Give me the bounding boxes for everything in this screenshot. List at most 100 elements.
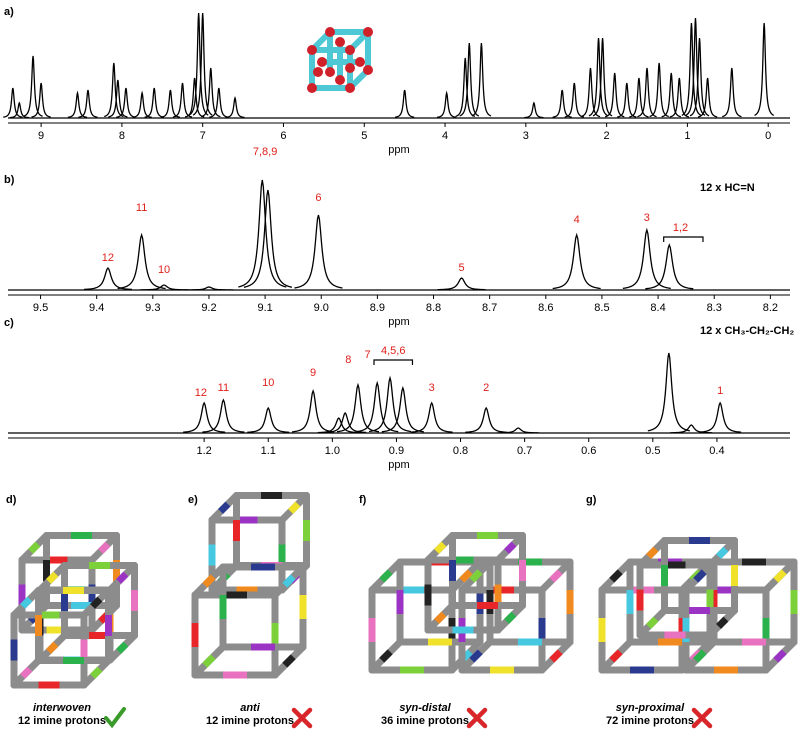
spectrum-peak	[670, 424, 713, 434]
spectrum-peak	[754, 22, 775, 116]
spectrum-peak	[669, 77, 690, 118]
peak-label: 3	[644, 212, 650, 224]
molecule-render	[307, 27, 373, 93]
spectrum-peak	[83, 266, 132, 291]
x-tick-label: 3	[523, 130, 529, 142]
x-tick-label: 0.6	[581, 445, 596, 457]
spectrum-peak	[394, 89, 415, 118]
spectrum-peak	[200, 67, 221, 118]
x-tick-label: 8	[119, 130, 125, 142]
cage-render	[10, 532, 138, 689]
cage-linker	[20, 596, 33, 609]
panel-label: b)	[4, 174, 15, 186]
spectrum-peak	[31, 82, 51, 118]
spectrum-peak	[23, 55, 43, 117]
spectrum-peak	[183, 401, 226, 433]
cage-caption: 36 imine protons	[381, 715, 469, 727]
x-tick-label: 9.2	[201, 302, 216, 314]
spectrum-peak	[209, 87, 229, 118]
spectrum-peak	[9, 101, 29, 119]
spectrum-peak	[592, 37, 613, 117]
x-tick-label: 2	[604, 130, 610, 142]
spectrum-peak	[238, 179, 287, 288]
spectrum-peak	[552, 89, 572, 118]
spectrum-peak	[647, 352, 690, 432]
cage-linker	[469, 649, 483, 663]
cage-linker	[116, 571, 129, 584]
cage-linker	[693, 569, 707, 583]
cage-linker	[609, 649, 623, 663]
cage-name: anti	[240, 702, 261, 714]
cross-icon	[291, 707, 313, 729]
cage-linker	[90, 596, 103, 609]
spectrum-peak	[465, 406, 508, 433]
peak-label: 7,8,9	[253, 146, 277, 158]
panel-label: d)	[6, 494, 17, 506]
x-tick-label: 8.5	[594, 302, 609, 314]
cage-linker	[773, 569, 787, 583]
spectrum-peak	[104, 62, 124, 118]
cage-linker	[693, 649, 707, 663]
cage-linker	[504, 611, 517, 624]
peak-label: 8	[345, 354, 351, 366]
x-tick-label: 9.1	[257, 302, 272, 314]
spectrum-peak	[471, 42, 492, 117]
spectrum-peak	[617, 82, 637, 118]
panel-label: e)	[188, 494, 198, 506]
spectrum-peak	[140, 284, 189, 291]
peak-label: 12	[195, 387, 207, 399]
cage-linker	[288, 501, 301, 514]
spectrum-peak	[3, 87, 23, 118]
cage-linker	[202, 654, 216, 668]
spectrum-peak	[116, 87, 136, 118]
peak-label: 11	[136, 202, 147, 214]
spectrum-peak	[225, 95, 245, 119]
x-tick-label: 8.6	[538, 302, 553, 314]
x-tick-label: 5	[361, 130, 367, 142]
cage-linker	[459, 569, 473, 583]
spectrum-peak	[685, 17, 706, 116]
spectrum-peak	[294, 214, 343, 289]
spectrum-peak	[67, 90, 88, 118]
spectrum-peak	[356, 380, 399, 433]
cage-caption: 72 imine protons	[606, 715, 694, 727]
cage-linker	[469, 569, 483, 583]
spectrum-peak	[292, 389, 335, 433]
x-tick-label: 8.3	[707, 302, 722, 314]
peak-label: 7	[365, 349, 371, 361]
cage-linker	[434, 611, 447, 624]
check-icon	[104, 707, 126, 729]
peak-label: 1,2	[673, 222, 688, 234]
spectrum-peak	[722, 67, 742, 118]
spectrum-peak	[117, 232, 166, 290]
cage-linker	[28, 541, 41, 554]
cage-linker	[202, 574, 216, 588]
x-tick-label: 7	[200, 130, 206, 142]
x-tick-label: 0	[765, 130, 771, 142]
cage-linker	[282, 574, 296, 588]
peak-bracket	[373, 359, 414, 365]
spectrum-peak	[588, 37, 609, 117]
x-tick-label: 9.3	[145, 302, 160, 314]
spectrum-peak	[160, 89, 181, 118]
cage-linker	[282, 654, 296, 668]
cage-linker	[773, 649, 787, 663]
panel-note: 12 x CH₃-CH₂-CH₂	[700, 325, 794, 337]
cage-name: syn-distal	[399, 702, 451, 714]
x-tick-label: 0.7	[517, 445, 532, 457]
panel-label: f)	[359, 494, 367, 506]
spectrum-peak	[368, 375, 412, 433]
x-tick-label: 9	[38, 130, 44, 142]
cage-linker	[46, 641, 59, 654]
spectrum-peak	[497, 427, 540, 434]
peak-label: 3	[429, 382, 435, 394]
x-tick-label: 8.2	[763, 302, 778, 314]
spectrum-peak	[552, 232, 601, 290]
spectrum-peak	[410, 401, 453, 433]
x-axis-label: ppm	[388, 144, 409, 156]
x-tick-label: 1.0	[325, 445, 340, 457]
spectrum-peak	[697, 77, 718, 118]
cage-linker	[549, 569, 563, 583]
spectrum-peak	[524, 101, 544, 119]
cage-name: syn-proximal	[616, 702, 685, 714]
